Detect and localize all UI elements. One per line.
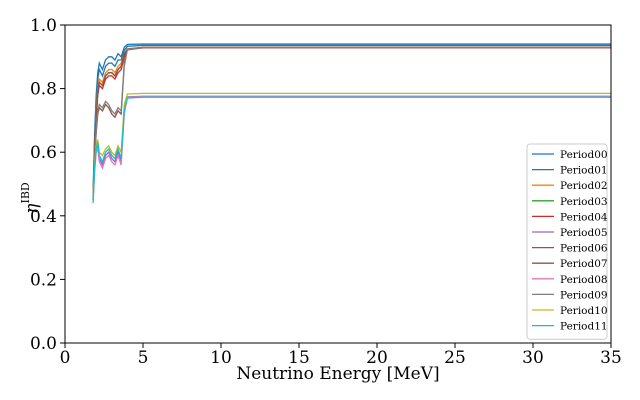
series-line-period10 [92, 92, 611, 200]
legend-label-period08: Period08 [560, 274, 608, 286]
y-tick-label: 0.6 [30, 143, 57, 163]
legend-label-period07: Period07 [560, 258, 608, 270]
x-tick-label: 15 [288, 348, 310, 368]
legend-label-period06: Period06 [560, 243, 608, 255]
y-tick-label: 0.0 [30, 334, 57, 354]
series-line-period00 [92, 43, 611, 194]
legend: Period00 Period01 Period02 Period03 Period04… [526, 143, 608, 340]
y-axis-label-superscript: IBD [19, 182, 32, 203]
x-tick-label: 25 [444, 348, 466, 368]
y-axis-ticks: 0.0 0.2 0.4 0.6 0.8 1.0 [30, 16, 65, 354]
plot-lines [92, 43, 611, 204]
x-tick-label: 35 [600, 348, 622, 368]
legend-label-period11: Period11 [560, 321, 608, 333]
x-tick-label: 0 [60, 348, 71, 368]
legend-label-period00: Period00 [560, 149, 608, 161]
legend-label-period03: Period03 [560, 196, 608, 208]
legend-box [526, 143, 608, 340]
y-axis-label: ηIBD [19, 182, 42, 214]
x-tick-label: 20 [366, 348, 388, 368]
plot-frame [64, 24, 612, 344]
x-tick-label: 10 [210, 348, 232, 368]
series-line-period01 [92, 44, 611, 197]
legend-label-period05: Period05 [560, 227, 608, 239]
y-tick-label: 1.0 [30, 16, 57, 36]
legend-label-period10: Period10 [560, 305, 608, 317]
legend-label-period04: Period04 [560, 211, 608, 223]
y-axis-label-symbol: η [22, 203, 42, 214]
x-tick-label: 5 [138, 348, 149, 368]
y-tick-label: 0.4 [30, 207, 57, 227]
legend-label-period02: Period02 [560, 180, 608, 192]
series-line-period11 [92, 96, 611, 204]
legend-label-period09: Period09 [560, 289, 608, 301]
y-tick-label: 0.2 [30, 270, 57, 290]
x-axis-label: Neutrino Energy [MeV] [236, 364, 439, 384]
series-line-period09 [92, 46, 611, 197]
y-axis-label-group: ηIBD [19, 182, 42, 214]
y-tick-label: 0.8 [30, 80, 57, 100]
legend-label-period01: Period01 [560, 165, 608, 177]
x-axis-ticks: 0 5 10 15 20 25 30 35 [60, 343, 622, 368]
x-tick-label: 30 [522, 348, 544, 368]
